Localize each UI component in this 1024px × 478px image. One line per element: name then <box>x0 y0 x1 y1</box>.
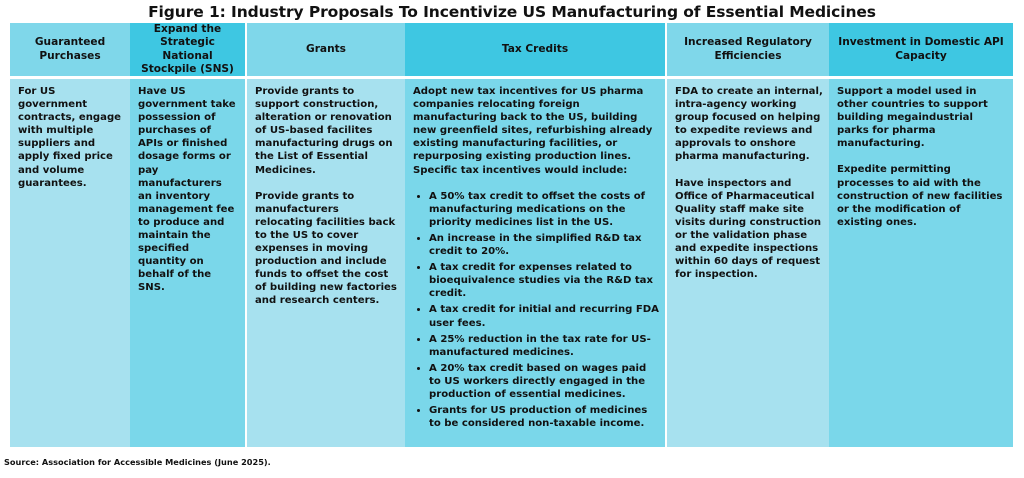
paragraph: Adopt new tax incentives for US pharma c… <box>413 86 653 176</box>
paragraph: Have US government take possession of pu… <box>138 86 236 294</box>
paragraph: For US government contracts, engage with… <box>18 86 122 189</box>
list-item: A 25% reduction in the tax rate for US-m… <box>429 333 659 359</box>
column-body: Adopt new tax incentives for US pharma c… <box>405 79 665 447</box>
column-body: Support a model used in other countries … <box>829 79 1013 447</box>
tax-incentive-list: A 50% tax credit to offset the costs of … <box>413 190 659 431</box>
column-domestic-api-capacity: Investment in Domestic API Capacity Supp… <box>829 23 1013 447</box>
column-body: For US government contracts, engage with… <box>10 79 130 447</box>
paragraph: Support a model used in other countries … <box>837 86 988 150</box>
list-item: Grants for US production of medicines to… <box>429 404 659 430</box>
column-header: Investment in Domestic API Capacity <box>829 23 1013 79</box>
paragraph: Have inspectors and Office of Pharmaceut… <box>675 177 822 281</box>
column-body: Have US government take possession of pu… <box>130 79 245 447</box>
list-item: A 50% tax credit to offset the costs of … <box>429 190 659 229</box>
column-header: Expand the Strategic National Stockpile … <box>130 23 245 79</box>
column-header: Grants <box>247 23 405 79</box>
paragraph: Provide grants to manufacturers relocati… <box>255 190 397 307</box>
figure-title: Figure 1: Industry Proposals To Incentiv… <box>148 3 876 21</box>
list-item: A 20% tax credit based on wages paid to … <box>429 362 659 401</box>
list-item: An increase in the simplified R&D tax cr… <box>429 232 659 258</box>
column-regulatory-efficiencies: Increased Regulatory Efficiencies FDA to… <box>667 23 829 447</box>
column-body: Provide grants to support construction, … <box>247 79 405 447</box>
column-body: FDA to create an internal, intra-agency … <box>667 79 829 447</box>
column-header: Guaranteed Purchases <box>10 23 130 79</box>
paragraph: Expedite permitting processes to aid wit… <box>837 164 1003 228</box>
column-tax-credits: Tax Credits Adopt new tax incentives for… <box>405 23 665 447</box>
proposals-table: Guaranteed Purchases For US government c… <box>10 23 1013 447</box>
paragraph: FDA to create an internal, intra-agency … <box>675 86 823 163</box>
column-guaranteed-purchases: Guaranteed Purchases For US government c… <box>10 23 130 447</box>
list-item: A tax credit for initial and recurring F… <box>429 303 659 329</box>
column-header: Increased Regulatory Efficiencies <box>667 23 829 79</box>
column-expand-sns: Expand the Strategic National Stockpile … <box>130 23 245 447</box>
column-grants: Grants Provide grants to support constru… <box>247 23 405 447</box>
paragraph: Provide grants to support construction, … <box>255 86 393 176</box>
source-note: Source: Association for Accessible Medic… <box>4 457 271 467</box>
list-item: A tax credit for expenses related to bio… <box>429 261 659 300</box>
column-header: Tax Credits <box>405 23 665 79</box>
